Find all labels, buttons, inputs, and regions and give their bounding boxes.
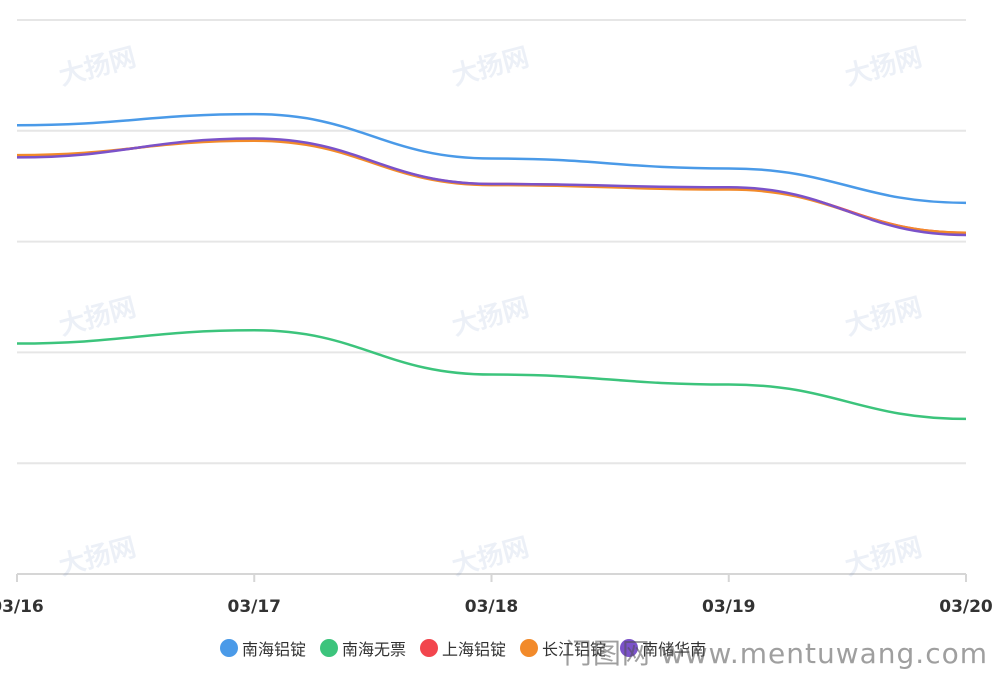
legend-marker	[520, 639, 539, 657]
series-line-4	[16, 137, 967, 237]
legend-item-2[interactable]: 上海铝锭	[420, 636, 506, 660]
legend-item-3[interactable]: 长江铝锭	[520, 636, 606, 660]
series-line-0	[16, 112, 967, 205]
legend-marker	[320, 639, 339, 657]
legend-label: 南储华南	[642, 640, 707, 659]
legend-label: 上海铝锭	[442, 640, 507, 659]
x-axis: 03/16 03/17 03/18 03/19 03/20	[0, 574, 993, 617]
x-tick-label: 03/16	[0, 597, 44, 617]
x-tick-label: 03/19	[702, 597, 756, 617]
series-line-1	[16, 328, 967, 421]
legend-marker	[420, 639, 439, 657]
legend-item-0[interactable]: 南海铝锭	[220, 636, 306, 660]
chart-watermark-3: 大扬网	[56, 293, 139, 342]
gridlines	[17, 19, 966, 575]
x-tick-label: 03/17	[227, 597, 281, 617]
x-tick-label: 03/20	[939, 597, 993, 617]
series-lines	[16, 112, 967, 421]
chart-watermark-0: 大扬网	[56, 43, 139, 92]
chart-watermark-1: 大扬网	[449, 43, 532, 92]
chart-watermark-5: 大扬网	[842, 293, 925, 342]
legend-item-1[interactable]: 南海无票	[320, 636, 406, 660]
legend-label: 南海铝锭	[242, 640, 307, 659]
series-line-3	[16, 139, 967, 234]
legend: 南海铝锭 南海无票 上海铝锭 长江铝锭 南储华南	[220, 634, 706, 662]
legend-label: 南海无票	[342, 640, 407, 659]
legend-label: 长江铝锭	[542, 640, 607, 659]
chart-watermark-2: 大扬网	[842, 43, 925, 92]
legend-marker	[620, 639, 639, 657]
chart-watermark-4: 大扬网	[449, 293, 532, 342]
x-tick-label: 03/18	[465, 597, 519, 617]
legend-item-4[interactable]: 南储华南	[620, 636, 706, 660]
legend-marker	[220, 639, 238, 657]
site-watermark: 门图网 www.mentuwang.com	[563, 637, 988, 670]
